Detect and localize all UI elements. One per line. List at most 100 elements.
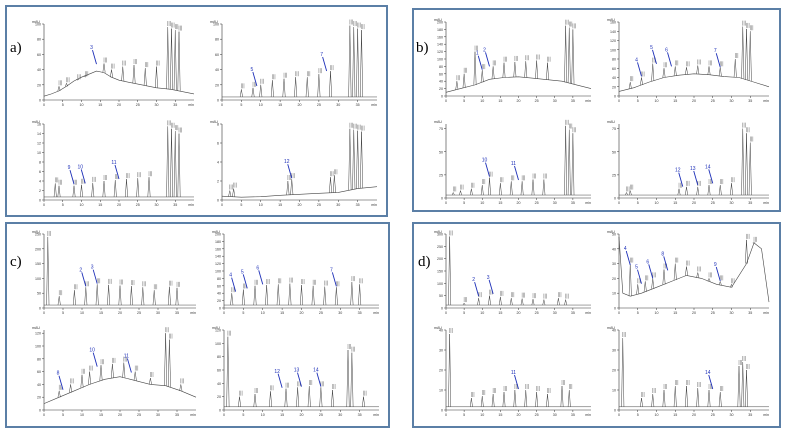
- peak: [356, 130, 360, 189]
- annotation-arrow: [715, 53, 721, 68]
- y-tick-label: 250: [35, 233, 41, 237]
- x-tick-label: 15: [280, 311, 284, 315]
- peak: [685, 385, 688, 407]
- x-tick-label: 20: [298, 203, 302, 207]
- annotation-arrow: [477, 55, 483, 70]
- y-tick-label: 180: [215, 240, 221, 244]
- x-tick-label: 35: [175, 413, 179, 417]
- panel-label-b: b): [416, 40, 429, 56]
- peak: [531, 179, 535, 196]
- annotation-arrow: [252, 71, 258, 87]
- peak: [167, 286, 171, 306]
- annotation-label: 13: [294, 368, 300, 374]
- peak: [448, 236, 452, 306]
- peak: [148, 377, 152, 385]
- peak: [110, 69, 113, 78]
- panel-c: [5, 222, 390, 428]
- annotation-label: 12: [284, 159, 290, 165]
- y-tick-label: 75: [612, 127, 616, 131]
- peak: [567, 27, 571, 84]
- x-tick-label: 15: [673, 201, 677, 205]
- annotation-label: 6: [646, 259, 649, 265]
- y-tick-label: 0: [614, 307, 616, 311]
- x-tick-label: 25: [137, 413, 141, 417]
- peak: [733, 58, 737, 78]
- y-tick-label: 100: [215, 270, 221, 274]
- x-tick-label: 15: [673, 413, 677, 417]
- peak: [564, 125, 568, 196]
- peak: [636, 284, 640, 295]
- peak: [491, 393, 495, 407]
- annotation-arrow: [331, 272, 337, 287]
- peak: [662, 389, 666, 407]
- x-tick-label: 10: [80, 311, 84, 315]
- annotation-label: 14: [705, 164, 711, 170]
- annotation-label: 10: [89, 348, 95, 354]
- y-tick-label: 12: [37, 142, 41, 146]
- peak: [673, 66, 677, 76]
- y-tick-label: 0: [217, 99, 219, 103]
- peak: [462, 302, 466, 306]
- peak: [571, 29, 575, 84]
- peak: [745, 28, 748, 80]
- peak: [685, 67, 688, 75]
- annotation-arrow: [474, 281, 480, 297]
- y-tick-label: 120: [610, 39, 616, 43]
- peak: [651, 393, 655, 407]
- y-tick-label: 300: [437, 233, 443, 237]
- x-axis-label: min: [371, 103, 377, 107]
- peak: [270, 80, 274, 97]
- peak: [477, 298, 481, 306]
- peak: [662, 269, 666, 285]
- x-tick-label: 25: [136, 103, 140, 107]
- x-tick-label: 5: [242, 413, 244, 417]
- y-tick-label: 80: [217, 277, 221, 281]
- y-tick-label: 100: [437, 58, 443, 62]
- x-tick-label: 30: [336, 203, 340, 207]
- x-tick-label: 35: [173, 203, 177, 207]
- chromatogram-a4: 0 2 4 6 8 0 5 10 15 20 25 30 35 mAU min 12: [210, 120, 378, 207]
- peak: [748, 31, 752, 81]
- annotation-label: 6: [665, 47, 668, 53]
- x-tick-label: 35: [571, 201, 575, 205]
- peak: [542, 179, 546, 196]
- y-tick-label: 30: [612, 349, 616, 353]
- peak: [662, 68, 666, 78]
- x-tick-label: 0: [618, 99, 620, 103]
- x-tick-label: 20: [692, 311, 696, 315]
- x-tick-label: 35: [571, 311, 575, 315]
- annotation-arrow: [80, 169, 86, 184]
- chromatogram-c1: 0 50 100 150 200 250 0 5 10 15 20 25 30 35 mAU min 2 3: [32, 230, 196, 315]
- baseline-trace: [43, 70, 195, 97]
- chromatogram-b4: 0 25 50 75 0 5 10 15 20 25 30 35 mAU min 12 13 14: [607, 120, 769, 205]
- y-tick-label: 75: [439, 127, 443, 131]
- peak: [640, 397, 643, 407]
- x-tick-label: 15: [278, 203, 282, 207]
- annotation-arrow: [637, 269, 642, 284]
- annotation-arrow: [322, 56, 328, 72]
- y-tick-label: 100: [215, 342, 221, 346]
- x-tick-label: 25: [535, 201, 539, 205]
- peak: [305, 77, 309, 97]
- peak: [125, 179, 128, 197]
- peak: [455, 81, 459, 90]
- y-tick-label: 50: [439, 150, 443, 154]
- x-tick-label: 30: [553, 413, 557, 417]
- peak: [57, 296, 61, 306]
- peak: [99, 365, 103, 381]
- x-axis-label: min: [188, 203, 194, 207]
- peak: [748, 142, 752, 196]
- x-tick-label: 15: [98, 203, 102, 207]
- peak: [173, 131, 177, 197]
- chromatogram-a1: 0 20 40 60 80 100 0 5 10 15 20 25 30 35 mAU min 3: [32, 20, 195, 107]
- annotation-label: 6: [256, 265, 259, 271]
- annotation-arrow: [277, 373, 283, 388]
- x-tick-label: 10: [259, 103, 263, 107]
- x-axis-label: min: [763, 99, 769, 103]
- x-tick-label: 20: [517, 99, 521, 103]
- x-tick-label: 15: [99, 413, 103, 417]
- x-tick-label: 35: [173, 103, 177, 107]
- x-tick-label: 20: [298, 103, 302, 107]
- annotation-arrow: [297, 372, 302, 387]
- x-tick-label: 10: [80, 103, 84, 107]
